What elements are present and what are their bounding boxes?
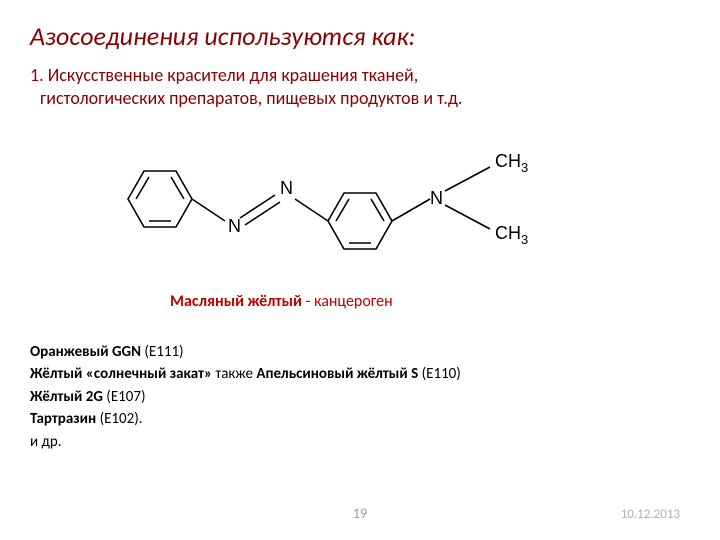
list-item: и др. — [30, 431, 690, 454]
molecule-svg: N N N CH3 CH3 — [100, 129, 580, 269]
list-item: Оранжевый GGN (Е111) — [30, 341, 690, 364]
list-item: Жёлтый «солнечный закат» также Апельсино… — [30, 363, 690, 386]
caption-bold: Масляный жёлтый — [170, 292, 302, 311]
page-title: Азосоединения используются как: — [30, 20, 690, 52]
atom-n1: N — [228, 216, 241, 236]
ch3-lower: CH3 — [495, 223, 528, 247]
body-line2: гистологических препаратов, пищевых прод… — [40, 87, 690, 110]
page-date: 10.12.2013 — [621, 507, 680, 522]
structure-caption: Масляный жёлтый - канцероген — [170, 292, 690, 311]
body-line1: 1. Искусственные красители для крашения … — [30, 64, 690, 87]
body-text: 1. Искусственные красители для крашения … — [30, 64, 690, 111]
ch3-upper: CH3 — [495, 151, 528, 175]
list-item: Жёлтый 2G (Е107) — [30, 386, 690, 409]
dye-list: Оранжевый GGN (Е111) Жёлтый «солнечный з… — [30, 341, 690, 454]
atom-n2: N — [280, 178, 293, 198]
atom-n3: N — [430, 188, 443, 208]
chemical-structure: N N N CH3 CH3 — [100, 129, 690, 274]
list-item: Тартразин (Е102). — [30, 408, 690, 431]
caption-rest: - канцероген — [302, 292, 393, 311]
page-number: 19 — [353, 505, 367, 522]
